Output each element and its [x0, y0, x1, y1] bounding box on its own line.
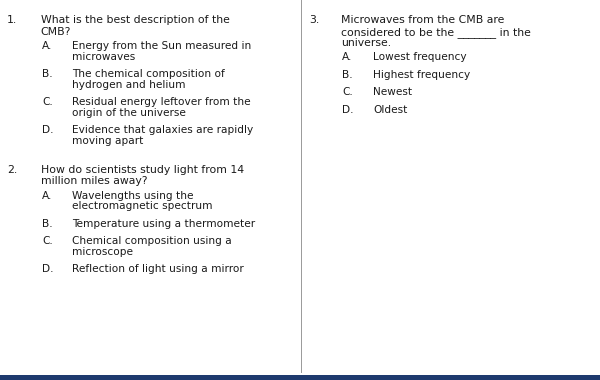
- Text: A.: A.: [42, 191, 52, 201]
- Text: Microwaves from the CMB are: Microwaves from the CMB are: [341, 15, 504, 25]
- Text: Newest: Newest: [373, 87, 412, 97]
- Text: 2.: 2.: [7, 165, 17, 175]
- Text: D.: D.: [342, 105, 353, 115]
- Text: Residual energy leftover from the: Residual energy leftover from the: [72, 97, 251, 107]
- Text: Reflection of light using a mirror: Reflection of light using a mirror: [72, 264, 244, 274]
- Text: considered to be the _______ in the: considered to be the _______ in the: [341, 27, 530, 38]
- Text: B.: B.: [42, 69, 53, 79]
- Text: The chemical composition of: The chemical composition of: [72, 69, 225, 79]
- Text: hydrogen and helium: hydrogen and helium: [72, 80, 185, 90]
- Text: B.: B.: [42, 219, 53, 229]
- Text: C.: C.: [42, 97, 53, 107]
- Text: What is the best description of the: What is the best description of the: [41, 15, 230, 25]
- Text: CMB?: CMB?: [41, 27, 71, 36]
- Text: Evidence that galaxies are rapidly: Evidence that galaxies are rapidly: [72, 125, 253, 135]
- Text: B.: B.: [342, 70, 353, 80]
- Text: A.: A.: [42, 41, 52, 51]
- Text: universe.: universe.: [341, 38, 391, 48]
- Bar: [0, 375, 600, 380]
- Text: Lowest frequency: Lowest frequency: [373, 52, 467, 62]
- Text: D.: D.: [42, 264, 53, 274]
- Text: origin of the universe: origin of the universe: [72, 108, 186, 118]
- Text: Energy from the Sun measured in: Energy from the Sun measured in: [72, 41, 251, 51]
- Text: Oldest: Oldest: [373, 105, 407, 115]
- Text: Wavelengths using the: Wavelengths using the: [72, 191, 193, 201]
- Text: 3.: 3.: [309, 15, 319, 25]
- Text: electromagnetic spectrum: electromagnetic spectrum: [72, 201, 212, 211]
- Text: Temperature using a thermometer: Temperature using a thermometer: [72, 219, 255, 229]
- Text: million miles away?: million miles away?: [41, 176, 148, 186]
- Text: 1.: 1.: [7, 15, 17, 25]
- Text: moving apart: moving apart: [72, 136, 143, 146]
- Text: D.: D.: [42, 125, 53, 135]
- Text: C.: C.: [42, 236, 53, 246]
- Text: Chemical composition using a: Chemical composition using a: [72, 236, 232, 246]
- Text: How do scientists study light from 14: How do scientists study light from 14: [41, 165, 244, 175]
- Text: microscope: microscope: [72, 247, 133, 257]
- Text: microwaves: microwaves: [72, 52, 135, 62]
- Text: Highest frequency: Highest frequency: [373, 70, 470, 80]
- Text: C.: C.: [342, 87, 353, 97]
- Text: A.: A.: [342, 52, 352, 62]
